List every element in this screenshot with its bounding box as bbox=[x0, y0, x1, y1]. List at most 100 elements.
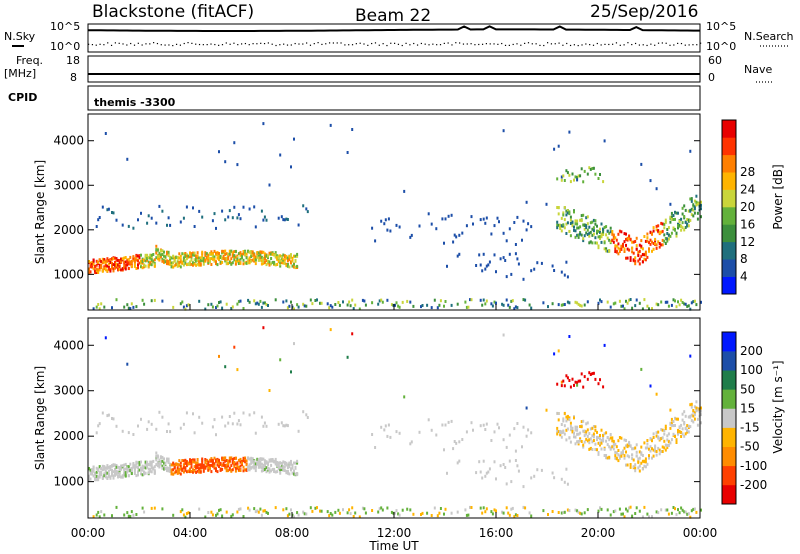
power-cell bbox=[192, 251, 194, 255]
power-cell bbox=[533, 267, 536, 271]
velocity-cell bbox=[262, 466, 265, 470]
velocity-cell bbox=[599, 441, 601, 445]
power-cell bbox=[605, 247, 608, 251]
power-cell bbox=[655, 224, 658, 228]
power-cell bbox=[443, 304, 445, 308]
power-cell bbox=[195, 263, 198, 267]
velocity-cell bbox=[257, 461, 260, 465]
power-cell bbox=[101, 261, 104, 265]
velocity-cell bbox=[618, 454, 621, 458]
velocity-cell bbox=[418, 430, 421, 434]
power-cell bbox=[253, 255, 256, 259]
velocity-cell bbox=[655, 431, 658, 435]
power-cell bbox=[228, 260, 231, 264]
power-cell bbox=[286, 262, 289, 266]
power-cell bbox=[501, 302, 504, 306]
power-cell bbox=[571, 220, 574, 224]
velocity-cell bbox=[651, 447, 653, 451]
power-cell bbox=[623, 240, 626, 244]
power-cell bbox=[257, 258, 260, 262]
velocity-cell bbox=[652, 432, 655, 436]
power-cell bbox=[689, 307, 692, 311]
noise-search-point bbox=[581, 44, 583, 46]
power-cell bbox=[106, 269, 109, 273]
power-cell bbox=[551, 264, 554, 268]
velocity-cell bbox=[296, 472, 299, 475]
noise-search-point bbox=[459, 42, 461, 44]
velocity-cell bbox=[155, 451, 158, 455]
noise-search-point bbox=[172, 44, 174, 47]
power-cell bbox=[681, 206, 684, 210]
power-cell bbox=[626, 236, 629, 240]
power-cell bbox=[193, 262, 196, 266]
velocity-cell bbox=[126, 362, 129, 366]
power-cell bbox=[218, 258, 220, 262]
power-cell bbox=[600, 300, 603, 304]
power-cell bbox=[690, 207, 693, 211]
power-cell bbox=[611, 238, 614, 242]
power-cell bbox=[594, 222, 597, 226]
velocity-cell bbox=[245, 468, 248, 472]
velocity-cell bbox=[409, 508, 412, 512]
velocity-cell bbox=[617, 439, 620, 443]
power-cell bbox=[576, 226, 579, 230]
velocity-cell bbox=[574, 435, 577, 439]
noise-search-point bbox=[604, 43, 606, 45]
velocity-cell bbox=[580, 372, 583, 376]
noise-search-point bbox=[680, 42, 683, 45]
velocity-cell bbox=[276, 461, 279, 464]
velocity-cell bbox=[92, 467, 95, 471]
velocity-cell bbox=[247, 506, 250, 510]
velocity-cell bbox=[263, 421, 266, 425]
noise-search-point bbox=[351, 44, 354, 46]
power-cell bbox=[516, 306, 519, 310]
power-cell bbox=[282, 218, 285, 222]
velocity-cell bbox=[695, 406, 698, 410]
power-cell bbox=[167, 262, 170, 266]
power-cell bbox=[568, 130, 571, 134]
nsky-label: N.Sky bbox=[4, 30, 36, 43]
velocity-cell bbox=[124, 474, 127, 478]
velocity-cell bbox=[150, 462, 153, 466]
noise-search-point bbox=[405, 42, 407, 44]
velocity-cell bbox=[130, 472, 133, 475]
velocity-cell bbox=[123, 471, 126, 475]
power-cell bbox=[208, 257, 211, 261]
velocity-cell bbox=[631, 453, 634, 457]
power-cell bbox=[144, 259, 147, 263]
velocity-cell bbox=[490, 439, 493, 442]
noise-search-point bbox=[535, 43, 537, 45]
power-cell bbox=[221, 249, 224, 253]
velocity-cell bbox=[181, 467, 184, 471]
power-cell bbox=[222, 257, 225, 260]
power-cell bbox=[98, 258, 101, 262]
power-cell bbox=[103, 260, 106, 264]
velocity-cell bbox=[643, 441, 646, 445]
velocity-cell bbox=[127, 468, 130, 472]
power-cell bbox=[253, 253, 256, 257]
power-cell bbox=[146, 254, 149, 258]
power-cell bbox=[661, 243, 664, 247]
power-cell bbox=[394, 303, 396, 307]
power-cell bbox=[265, 259, 268, 263]
power-cell bbox=[689, 218, 692, 222]
noise-search-point bbox=[692, 44, 694, 46]
power-cell bbox=[557, 223, 560, 227]
velocity-cell bbox=[628, 443, 631, 447]
velocity-cell bbox=[577, 440, 580, 444]
power-cell bbox=[628, 237, 631, 241]
velocity-cell bbox=[663, 429, 666, 433]
velocity-cell bbox=[612, 443, 615, 447]
velocity-cell bbox=[592, 432, 595, 436]
power-cell bbox=[98, 216, 101, 219]
power-cell bbox=[557, 206, 560, 210]
velocity-cell bbox=[155, 427, 158, 431]
power-cell bbox=[144, 255, 147, 259]
velocity-cell bbox=[586, 377, 589, 381]
velocity-cell bbox=[159, 462, 162, 466]
velocity-cell bbox=[421, 511, 424, 515]
velocity-cell bbox=[505, 482, 508, 486]
velocity-cell bbox=[130, 468, 133, 472]
power-cell bbox=[210, 257, 213, 260]
freq-tick-8: 8 bbox=[70, 71, 77, 84]
